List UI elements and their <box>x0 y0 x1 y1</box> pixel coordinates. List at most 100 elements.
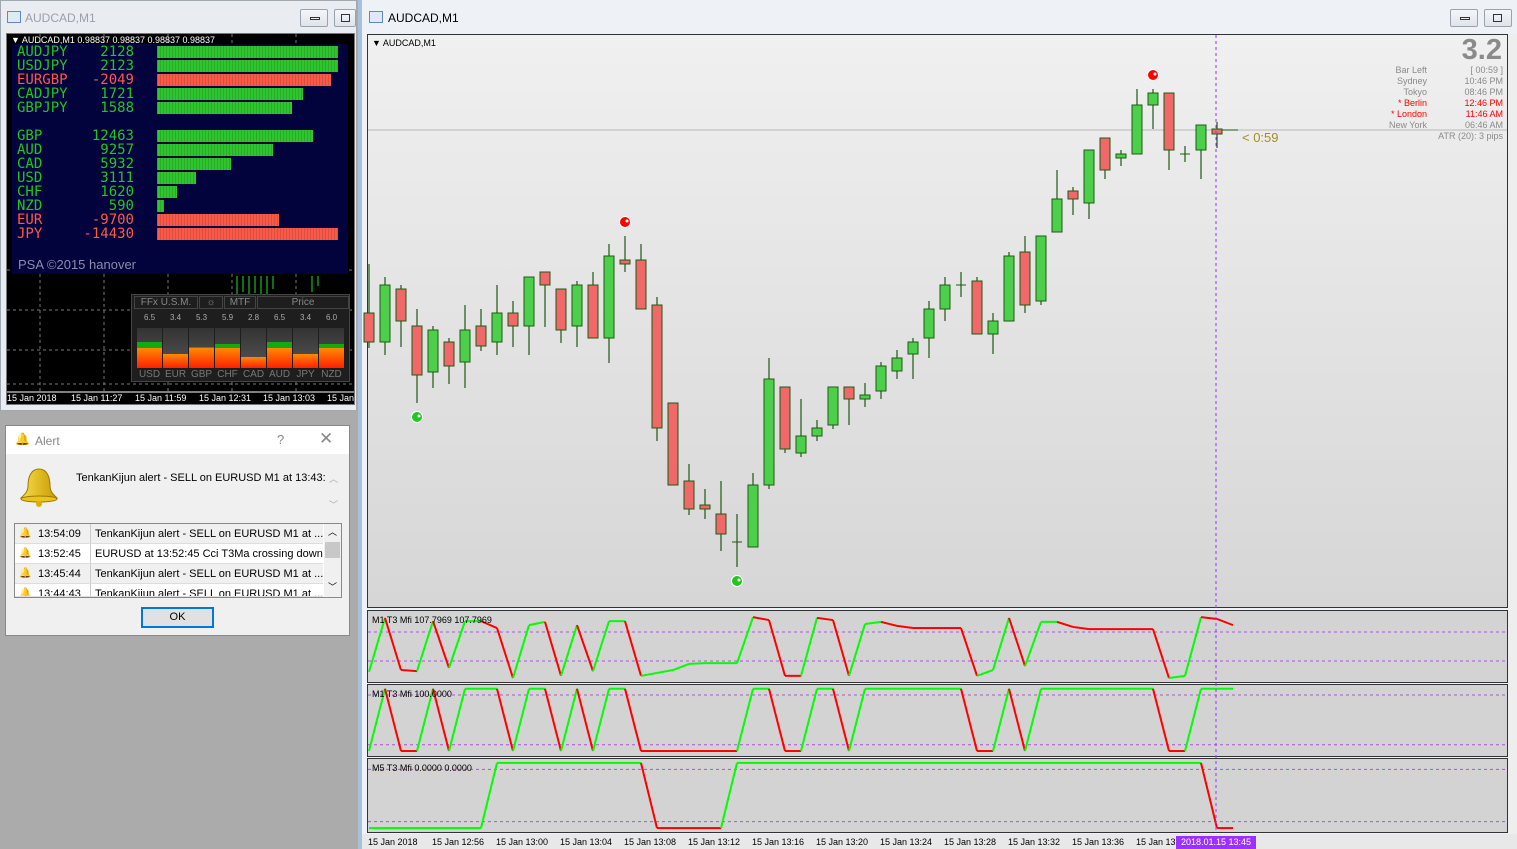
usm-level-bar <box>319 328 344 368</box>
ok-button[interactable]: OK <box>141 607 214 628</box>
strength-row: CHF 1620 <box>17 185 347 199</box>
list-scrollbar[interactable]: ︿ ﹀ <box>324 524 341 597</box>
time-axis-label: 15 Jan <box>327 393 355 403</box>
gear-icon[interactable]: ☼ <box>199 296 223 309</box>
restore-button[interactable] <box>1484 9 1512 27</box>
strength-name: NZD <box>17 198 43 214</box>
strength-bar <box>157 228 338 240</box>
strength-value: 3111 <box>100 170 134 186</box>
indicator-label: M1 T3 Mfi 100.0000 <box>372 689 452 699</box>
window-icon <box>7 11 21 23</box>
info-label: * Berlin <box>1397 98 1427 108</box>
time-axis-label: 15 Jan 13:36 <box>1072 837 1125 847</box>
chart-symbol-text: AUDCAD,M1 <box>382 38 436 48</box>
time-axis-label: 15 Jan 13:08 <box>624 837 677 847</box>
strength-bar <box>157 172 197 184</box>
alert-list-row[interactable]: 🔔 13:54:09 TenkanKijun alert - SELL on EUR… <box>15 524 323 544</box>
alert-list-row[interactable]: 🔔 13:44:43 TenkanKijun alert - SELL on EUR… <box>15 584 323 597</box>
message-scroll-up[interactable]: ︿ <box>329 474 339 484</box>
usm-value: 2.8 <box>247 313 260 322</box>
strength-bar <box>157 144 274 156</box>
price-scale[interactable] <box>1508 34 1517 834</box>
strength-bar <box>157 186 178 198</box>
strength-name: AUDJPY <box>17 44 68 60</box>
strength-name: USD <box>17 170 43 186</box>
time-axis-label: 15 Jan 2018 <box>7 393 57 403</box>
alert-dialog: 🔔 Alert ? ✕ TenkanKijun alert - SELL on … <box>5 425 350 636</box>
strength-value: 2123 <box>100 58 134 74</box>
alert-text: TenkanKijun alert - SELL on EURUSD M1 at… <box>95 568 323 580</box>
strength-row: AUD 9257 <box>17 143 347 157</box>
strength-row: EURGBP -2049 <box>17 73 347 87</box>
time-axis-label: 15 Jan 11:59 <box>135 393 187 403</box>
alert-time: 13:45:44 <box>38 568 81 580</box>
usm-level-bar <box>215 328 240 368</box>
alert-text: TenkanKijun alert - SELL on EURUSD M1 at… <box>95 588 323 597</box>
strength-row: EUR -9700 <box>17 213 347 227</box>
window-icon <box>369 11 383 23</box>
strength-bar <box>157 130 314 142</box>
usm-currency: AUD <box>268 369 291 380</box>
large-bell-icon <box>19 468 59 507</box>
minimize-button[interactable] <box>300 9 328 27</box>
bell-icon: 🔔 <box>19 528 32 539</box>
strength-name: GBPJPY <box>17 100 68 116</box>
bell-icon: 🔔 <box>19 568 32 579</box>
usm-currency: JPY <box>296 369 315 380</box>
usm-tab-mtf[interactable]: MTF <box>224 296 256 309</box>
indicator-pane-2[interactable] <box>367 684 1508 757</box>
time-axis-label: 15 Jan 13:03 <box>263 393 316 403</box>
close-icon[interactable]: ✕ <box>319 429 334 448</box>
strength-row: JPY -14430 <box>17 227 347 241</box>
indicator-pane-3[interactable] <box>367 758 1508 833</box>
usm-tab-ffx[interactable]: FFx U.S.M. <box>134 296 198 309</box>
left-chart[interactable]: ▼ AUDCAD,M1 0.98837 0.98837 0.98837 0.98… <box>6 33 355 405</box>
bell-icon: 🔔 <box>15 432 30 446</box>
bell-icon: 🔔 <box>19 548 32 559</box>
time-axis-label: 15 Jan 2018 <box>368 837 418 847</box>
info-value: 08:46 PM <box>1464 87 1503 97</box>
info-label: Sydney <box>1396 76 1427 86</box>
strength-bar <box>157 88 304 100</box>
alert-list-row[interactable]: 🔔 13:52:45 EURUSD at 13:52:45 Cci T3Ma cro… <box>15 544 323 564</box>
strength-name: CAD <box>17 156 43 172</box>
strength-bar <box>157 60 338 72</box>
alert-list-row[interactable]: 🔔 13:45:44 TenkanKijun alert - SELL on EUR… <box>15 564 323 584</box>
usm-value: 6.5 <box>273 313 286 322</box>
strength-value: -14430 <box>83 226 134 242</box>
strength-bar <box>157 214 279 226</box>
info-value: 11:46 AM <box>1465 109 1503 119</box>
usm-level-bar <box>189 328 214 368</box>
alert-text: EURUSD at 13:52:45 Cci T3Ma crossing dow… <box>95 548 323 560</box>
strength-value: 1620 <box>100 184 134 200</box>
message-scroll-down[interactable]: ﹀ <box>329 500 339 510</box>
strength-value: 9257 <box>100 142 134 158</box>
usm-currency: GBP <box>190 369 213 380</box>
price-chart[interactable] <box>367 34 1508 608</box>
strength-name: EURGBP <box>17 72 68 88</box>
info-value: 10:46 PM <box>1464 76 1503 86</box>
usm-currency: EUR <box>164 369 187 380</box>
minimize-button[interactable] <box>1450 9 1478 27</box>
alert-text: TenkanKijun alert - SELL on EURUSD M1 at… <box>95 528 323 540</box>
usm-tab-price[interactable]: Price <box>257 296 349 309</box>
strength-name: EUR <box>17 212 43 228</box>
restore-button[interactable] <box>334 9 356 27</box>
strength-name: AUD <box>17 142 43 158</box>
strength-row: AUDJPY 2128 <box>17 45 347 59</box>
credit-text: PSA ©2015 hanover <box>18 257 136 272</box>
time-axis-label: 15 Jan 11:27 <box>71 393 123 403</box>
alert-titlebar <box>6 426 349 454</box>
strength-bar <box>157 74 332 86</box>
chart-header-text: AUDCAD,M1 0.98837 0.98837 0.98837 0.9883… <box>21 35 216 45</box>
usm-level-bar <box>293 328 318 368</box>
strength-value: 12463 <box>91 128 134 144</box>
strength-bar <box>157 158 232 170</box>
indicator-pane-1[interactable] <box>367 610 1508 683</box>
alert-time: 13:54:09 <box>38 528 81 540</box>
strength-value: 1721 <box>100 86 134 102</box>
usm-level-bar <box>241 328 266 368</box>
help-button[interactable]: ? <box>277 432 285 447</box>
indicator-label: M5 T3 Mfi 0.0000 0.0000 <box>372 763 472 773</box>
strength-row: USDJPY 2123 <box>17 59 347 73</box>
